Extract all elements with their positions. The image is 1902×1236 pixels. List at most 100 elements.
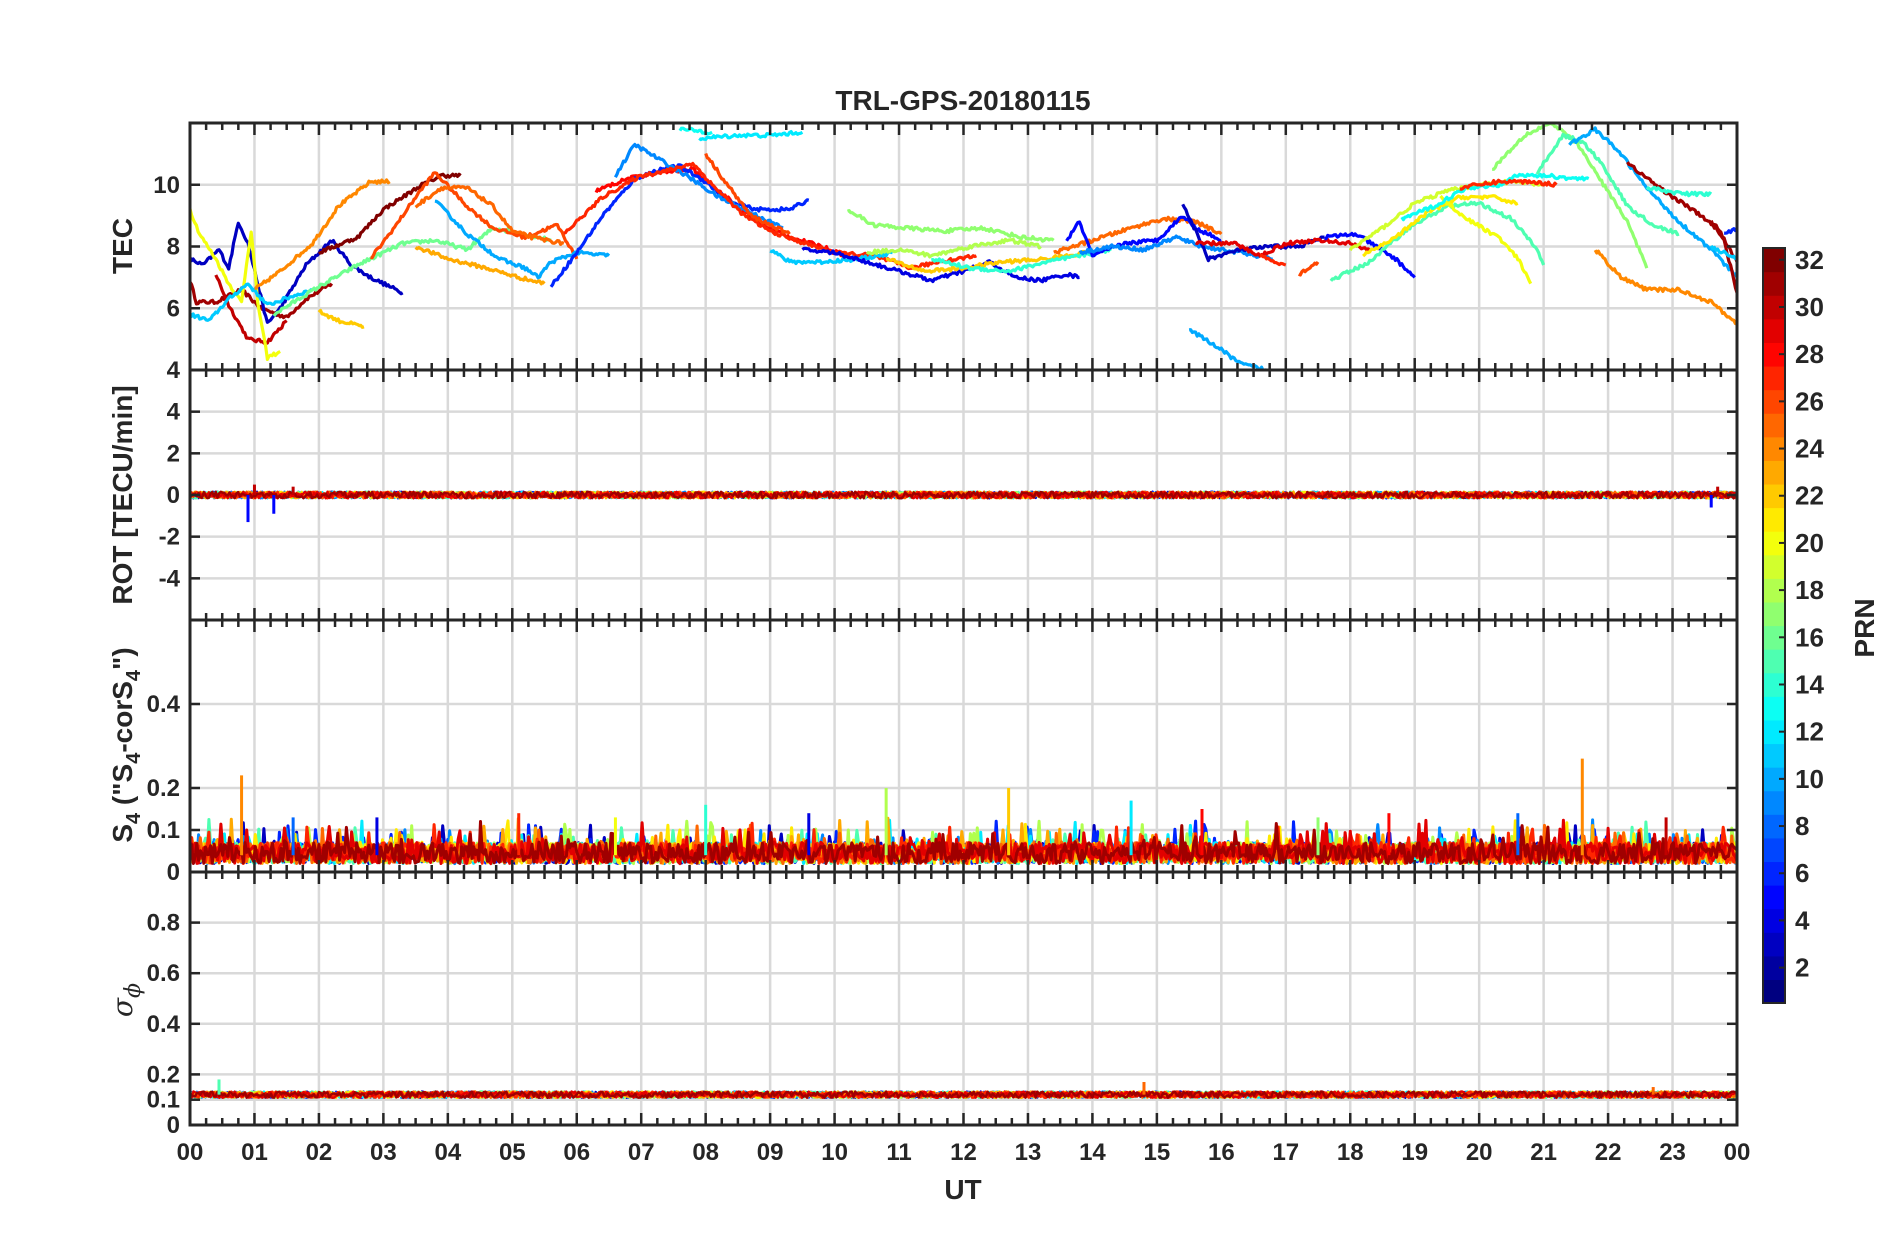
colorbar-segment [1763, 696, 1785, 721]
tec-series-prn-5 [1324, 231, 1416, 279]
tec-series-prn-14 [1645, 185, 1713, 198]
tec-series-prn-31 [190, 281, 334, 320]
y-axis-label-s4: S4 ("S4-corS4") [107, 647, 145, 842]
tec-series-prn-23 [414, 245, 546, 286]
sigphi-lines-prn-31 [190, 1090, 1737, 1100]
y-tick-label-sigphi: 0 [167, 1112, 180, 1139]
colorbar-segment [1763, 483, 1785, 509]
colorbar-frame [1762, 247, 1786, 1004]
tec-series-prn-27 [1459, 178, 1558, 191]
colorbar-tick-label: 28 [1795, 339, 1824, 369]
colorbar-tick-label: 18 [1795, 575, 1824, 605]
colorbar-segment [1763, 649, 1785, 674]
tec-series-prn-10 [1568, 126, 1737, 279]
colorbar-segment [1763, 318, 1785, 343]
x-tick-label: 02 [306, 1139, 333, 1166]
tec-series-prn-10 [434, 199, 611, 280]
axes-frames [188, 121, 1739, 1127]
s4-label-sub2: 4 [123, 752, 145, 764]
colorbar-segment [1763, 908, 1785, 933]
tec-series-prn-4 [801, 246, 1080, 284]
tec-series-prn-25 [1053, 215, 1223, 255]
colorbar-segment [1763, 460, 1785, 485]
x-tick-label: 01 [241, 1139, 268, 1166]
tec-series-prn-26 [704, 152, 791, 236]
y-tick-label-tec: 10 [153, 172, 180, 199]
y-axis-label-tec: TEC [107, 218, 138, 274]
y-tick-label-s4: 0.1 [147, 817, 180, 844]
x-tick-label: 11 [886, 1139, 911, 1166]
tec-series-prn-29 [1195, 237, 1371, 258]
y-tick-label-s4: 0.4 [147, 691, 181, 718]
tec-series-prn-15 [1535, 132, 1680, 237]
colorbar-tick-label: 6 [1795, 858, 1809, 888]
colorbar-tick-label: 32 [1795, 245, 1824, 275]
colorbar-segment [1763, 979, 1785, 1004]
x-tick-label: 13 [1015, 1139, 1042, 1166]
x-tick-label: 10 [821, 1139, 848, 1166]
x-tick-label: 18 [1337, 1139, 1364, 1166]
colorbar-segment [1763, 932, 1785, 957]
y-tick-label-rot: 0 [167, 482, 180, 509]
rot-lines-prn-31 [190, 490, 1737, 500]
sigphi-lines [190, 1079, 1737, 1100]
s4-label-end: -corS [107, 681, 138, 753]
colorbar-segment [1763, 861, 1785, 886]
colorbar-segment [1763, 389, 1785, 414]
tec-series-prn-11 [1709, 244, 1737, 261]
colorbar-segment [1763, 248, 1785, 273]
colorbar-tick-label: 12 [1795, 717, 1824, 747]
tec-series-prn-26 [370, 171, 579, 260]
colorbar-segment [1763, 295, 1785, 320]
y-axis-label-rot: ROT [TECU/min] [107, 385, 138, 604]
colorbar-segment [1763, 554, 1785, 579]
s4-label-sub3: 4 [123, 669, 145, 681]
colorbar-tick-label: 22 [1795, 481, 1824, 511]
x-tick-label: 21 [1530, 1139, 1557, 1166]
x-tick-label: 23 [1659, 1139, 1686, 1166]
x-tick-label: 05 [499, 1139, 526, 1166]
s4-label-sub1: 4 [123, 812, 145, 824]
y-tick-label-rot: 2 [167, 440, 180, 467]
tec-series-prn-30 [214, 274, 288, 345]
tec-series-prn-24 [254, 178, 391, 290]
x-tick-label: 17 [1272, 1139, 1299, 1166]
colorbar-tick-label: 30 [1795, 292, 1824, 322]
x-tick-label: 15 [1144, 1139, 1171, 1166]
colorbar-tick-label: 16 [1795, 622, 1824, 652]
colorbar-segment [1763, 672, 1785, 697]
y-axis-label-sigphi: σϕ [106, 983, 146, 1017]
x-tick-label: 08 [692, 1139, 719, 1166]
tec-series-prn-17 [846, 209, 1055, 243]
y-tick-label-tec: 4 [167, 357, 181, 384]
y-tick-label-sigphi: 0.4 [147, 1011, 181, 1038]
x-tick-label: 20 [1466, 1139, 1493, 1166]
tec-series-prn-27 [1259, 253, 1287, 267]
colorbar-tick-label: 14 [1795, 669, 1824, 699]
tec-series-prn-3 [190, 221, 404, 324]
y-tick-label-s4: 0.2 [147, 775, 180, 802]
tec-series-prn-26 [1297, 260, 1320, 277]
tec-series-prn-3 [1181, 203, 1325, 263]
chart-title: TRL-GPS-20180115 [835, 85, 1090, 116]
tec-series-prn-22 [317, 308, 365, 329]
tec-series-prn-11 [769, 249, 893, 266]
colorbar-tick-label: 8 [1795, 811, 1809, 841]
tec-series-prn-9 [613, 142, 784, 230]
x-tick-label: 04 [434, 1139, 461, 1166]
colorbar-tick-label: 10 [1795, 764, 1824, 794]
x-tick-label: 06 [563, 1139, 590, 1166]
colorbar-segment [1763, 601, 1785, 627]
x-tick-label: 09 [757, 1139, 784, 1166]
colorbar-segment [1763, 436, 1785, 461]
x-tick-label: 00 [1724, 1139, 1751, 1166]
colorbar-segment [1763, 837, 1785, 863]
s4-label-main: S [107, 824, 138, 843]
grid-s4 [190, 620, 1737, 872]
y-tick-label-sigphi: 0.6 [147, 960, 180, 987]
y-tick-label-s4: 0 [167, 859, 180, 886]
y-tick-label-rot: -4 [159, 565, 181, 592]
y-tick-label-tec: 8 [167, 234, 180, 261]
tec-series-prn-32 [317, 172, 462, 256]
